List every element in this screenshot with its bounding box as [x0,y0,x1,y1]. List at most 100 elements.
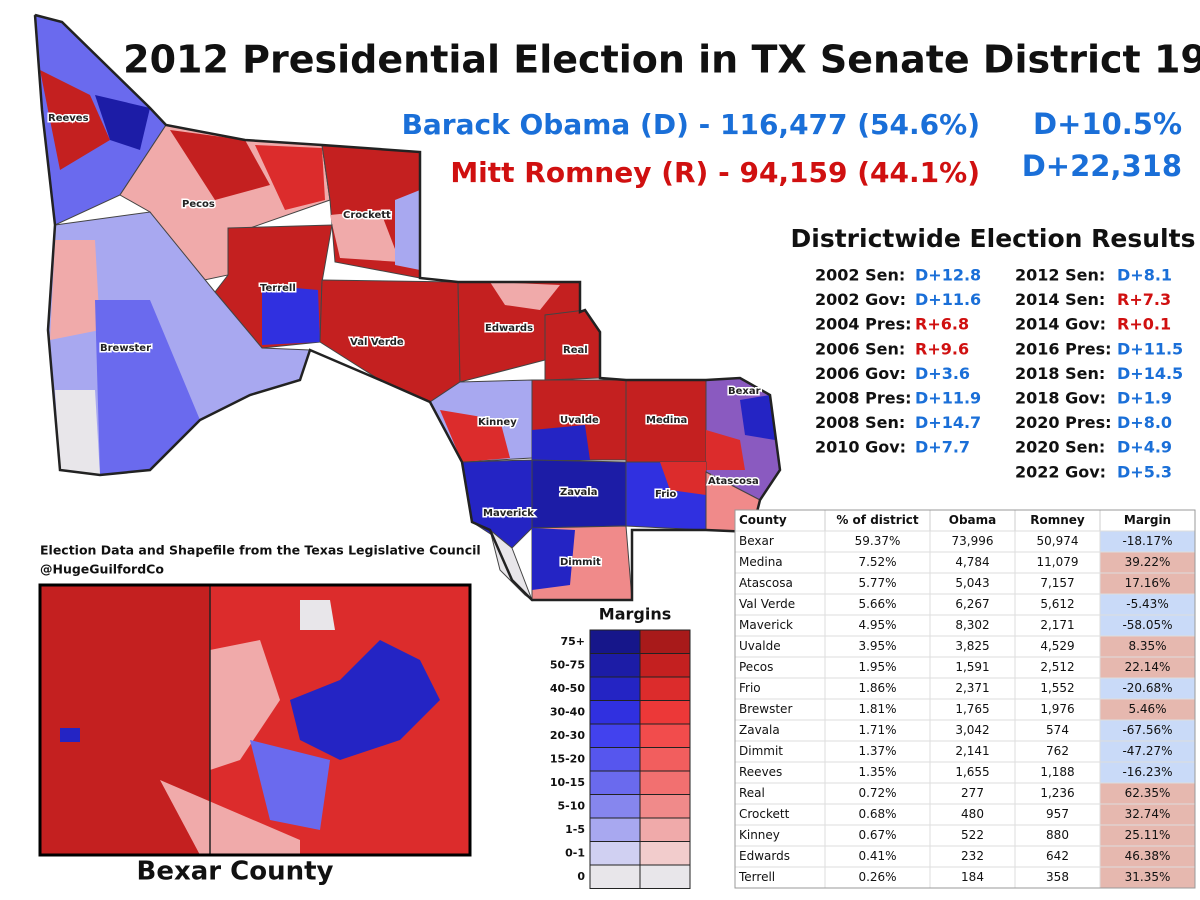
table-cell: 277 [961,786,984,800]
table-cell: 32.74% [1125,807,1171,821]
legend-swatch [639,653,691,678]
table-cell: 1,188 [1040,765,1074,779]
county-label: Val Verde [350,337,404,348]
county-label: Atascosa [708,476,759,487]
inset-patch [250,740,330,830]
legend-swatch [639,864,691,889]
table-header: County [739,513,787,527]
county-label: Reeves [48,113,89,124]
table-cell: 1.37% [858,744,896,758]
table-cell: 7,157 [1040,576,1074,590]
history-race: 2016 Pres: [1015,339,1112,358]
table-cell: Uvalde [739,639,781,653]
table-cell: -18.17% [1122,534,1172,548]
table-cell: 1.35% [858,765,896,779]
results-table: County % of district Obama Romney Margin Bexa… [734,509,1196,889]
table-cell: 6,267 [955,597,989,611]
table-cell: 25.11% [1125,828,1171,842]
table-cell: Frio [739,681,761,695]
legend-swatch [639,817,691,842]
table-cell: 4.95% [858,618,896,632]
table-cell: Crockett [739,807,790,821]
title: 2012 Presidential Election in TX Senate … [123,38,1200,82]
table-cell: 0.41% [858,849,896,863]
history-result: R+7.3 [1117,290,1171,309]
legend-label: 1-5 [565,823,585,836]
county-patch [95,300,200,475]
history-race: 2006 Sen: [815,339,905,358]
table-cell: 62.35% [1125,786,1171,800]
table-cell: 5.77% [858,576,896,590]
table-cell: 642 [1046,849,1069,863]
table-cell: Val Verde [739,597,795,611]
legend-label: 10-15 [550,776,585,789]
legend-label: 30-40 [550,705,586,718]
county-patch [490,282,560,310]
table-cell: Atascosa [739,576,793,590]
table-cell: 1.81% [858,702,896,716]
county-patch [660,462,706,495]
table-cell: 5.66% [858,597,896,611]
table-border [734,509,1196,889]
history-race: 2022 Gov: [1015,462,1106,481]
history-result: R+9.6 [915,339,969,358]
county-patch [40,70,110,170]
county-label: Crockett [343,210,391,221]
legend-swatch [639,747,691,772]
table-cell: -5.43% [1126,597,1168,611]
county-labels: Reeves Pecos Crockett Terrell Brewster V… [47,112,763,570]
table-cell: 1,552 [1040,681,1074,695]
table-cell: 5.46% [1128,702,1166,716]
legend-swatch [589,864,641,889]
history-race: 2008 Sen: [815,413,905,432]
history-result: D+14.5 [1117,364,1183,383]
table-cell: Zavala [739,723,780,737]
table-cell: 22.14% [1125,660,1171,674]
table-cell: 2,141 [955,744,989,758]
county-label: Edwards [485,323,533,334]
table-cell: 1,765 [955,702,989,716]
history-race: 2002 Sen: [815,266,905,285]
county-patch [532,425,590,460]
legend-swatch [639,700,691,725]
table-cell: 2,371 [955,681,989,695]
county-shape [461,459,533,549]
table-cell: 0.68% [858,807,896,821]
table-cell: 73,996 [952,534,994,548]
history-result: R+6.8 [915,315,969,334]
history-result: D+8.0 [1117,413,1172,432]
legend-label: 50-75 [550,658,585,671]
table-cell: 232 [961,849,984,863]
county-label: Pecos [182,199,215,210]
legend-label: 5-10 [557,799,585,812]
county-label: Maverick [483,508,534,519]
inset-patch [60,728,80,742]
history-race: 2004 Pres: [815,315,912,334]
table-cell: 3.95% [858,639,896,653]
history-race: 2014 Gov: [1015,315,1106,334]
table-cell: 1,976 [1040,702,1074,716]
county-patch [330,210,400,262]
county-label: Dimmit [560,557,601,568]
district-border [33,13,782,602]
history-race: 2010 Gov: [815,438,906,457]
county-label: Terrell [260,283,296,294]
table-header: Margin [1124,513,1171,527]
history-result: D+4.9 [1117,438,1172,457]
table-cell: 1,591 [955,660,989,674]
legend-swatch [589,723,641,748]
table-cell: 8.35% [1128,639,1166,653]
history-race: 2002 Gov: [815,290,906,309]
table-cell: 2,171 [1040,618,1074,632]
table-cell: Edwards [739,849,790,863]
table-cell: 2,512 [1040,660,1074,674]
inset-patch [160,780,300,855]
table-cell: 3,042 [955,723,989,737]
table-cell: 0.67% [858,828,896,842]
legend-swatch [589,770,641,795]
history-race: 2012 Sen: [1015,266,1105,285]
table-cell: 480 [961,807,984,821]
history-result: D+8.1 [1117,266,1172,285]
table-cell: 4,529 [1040,639,1074,653]
